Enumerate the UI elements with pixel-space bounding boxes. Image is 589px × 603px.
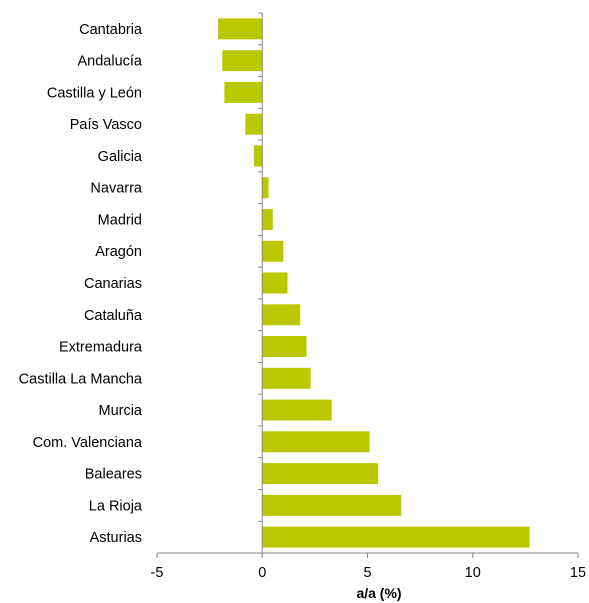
- category-label: Castilla y León: [47, 85, 142, 101]
- bar-galicia: [253, 145, 263, 167]
- bar-extremadura: [262, 336, 307, 358]
- category-label: Baleares: [85, 467, 142, 483]
- tick-labels: -5 0 5 10 15: [151, 565, 587, 581]
- x-tick-label: 0: [258, 565, 266, 581]
- axes-group: [156, 12, 579, 558]
- category-label: Murcia: [98, 403, 142, 419]
- x-tick-label: -5: [151, 565, 164, 581]
- bar-madrid: [262, 208, 273, 230]
- bars-group: [218, 18, 530, 548]
- category-label: Galicia: [98, 149, 143, 165]
- x-tick-label: 15: [570, 565, 586, 581]
- bar-castilla-la-mancha: [262, 367, 311, 389]
- x-tick-label: 5: [363, 565, 371, 581]
- category-label: Andalucía: [78, 54, 143, 70]
- bar-canarias: [262, 272, 288, 294]
- category-label: País Vasco: [70, 117, 142, 133]
- category-label: Castilla La Mancha: [19, 371, 143, 387]
- bar-castilla-y-león: [224, 81, 263, 103]
- bar-asturias: [262, 526, 530, 548]
- x-axis-title: a/a (%): [356, 585, 401, 601]
- category-label: Madrid: [98, 212, 142, 228]
- bar-país-vasco: [245, 113, 263, 135]
- category-label: La Rioja: [89, 498, 143, 514]
- category-label: Aragón: [95, 244, 142, 260]
- category-label: Navarra: [90, 181, 143, 197]
- bar-cantabria: [218, 18, 263, 40]
- bar-murcia: [262, 399, 332, 421]
- bar-cataluña: [262, 304, 301, 326]
- bar-navarra: [262, 177, 269, 199]
- bar-andalucía: [222, 50, 263, 72]
- bar-aragón: [262, 240, 284, 262]
- category-label: Com. Valenciana: [33, 435, 143, 451]
- category-label: Asturias: [90, 530, 142, 546]
- category-label: Cataluña: [84, 308, 143, 324]
- category-label: Cantabria: [79, 22, 143, 38]
- category-label: Canarias: [84, 276, 142, 292]
- category-label: Extremadura: [59, 340, 143, 356]
- bar-baleares: [262, 463, 379, 485]
- category-labels: Cantabria Andalucía Castilla y León País Va…: [19, 22, 143, 546]
- x-tick-label: 10: [465, 565, 481, 581]
- bar-la-rioja: [262, 494, 402, 516]
- bar-com-valenciana: [262, 431, 370, 453]
